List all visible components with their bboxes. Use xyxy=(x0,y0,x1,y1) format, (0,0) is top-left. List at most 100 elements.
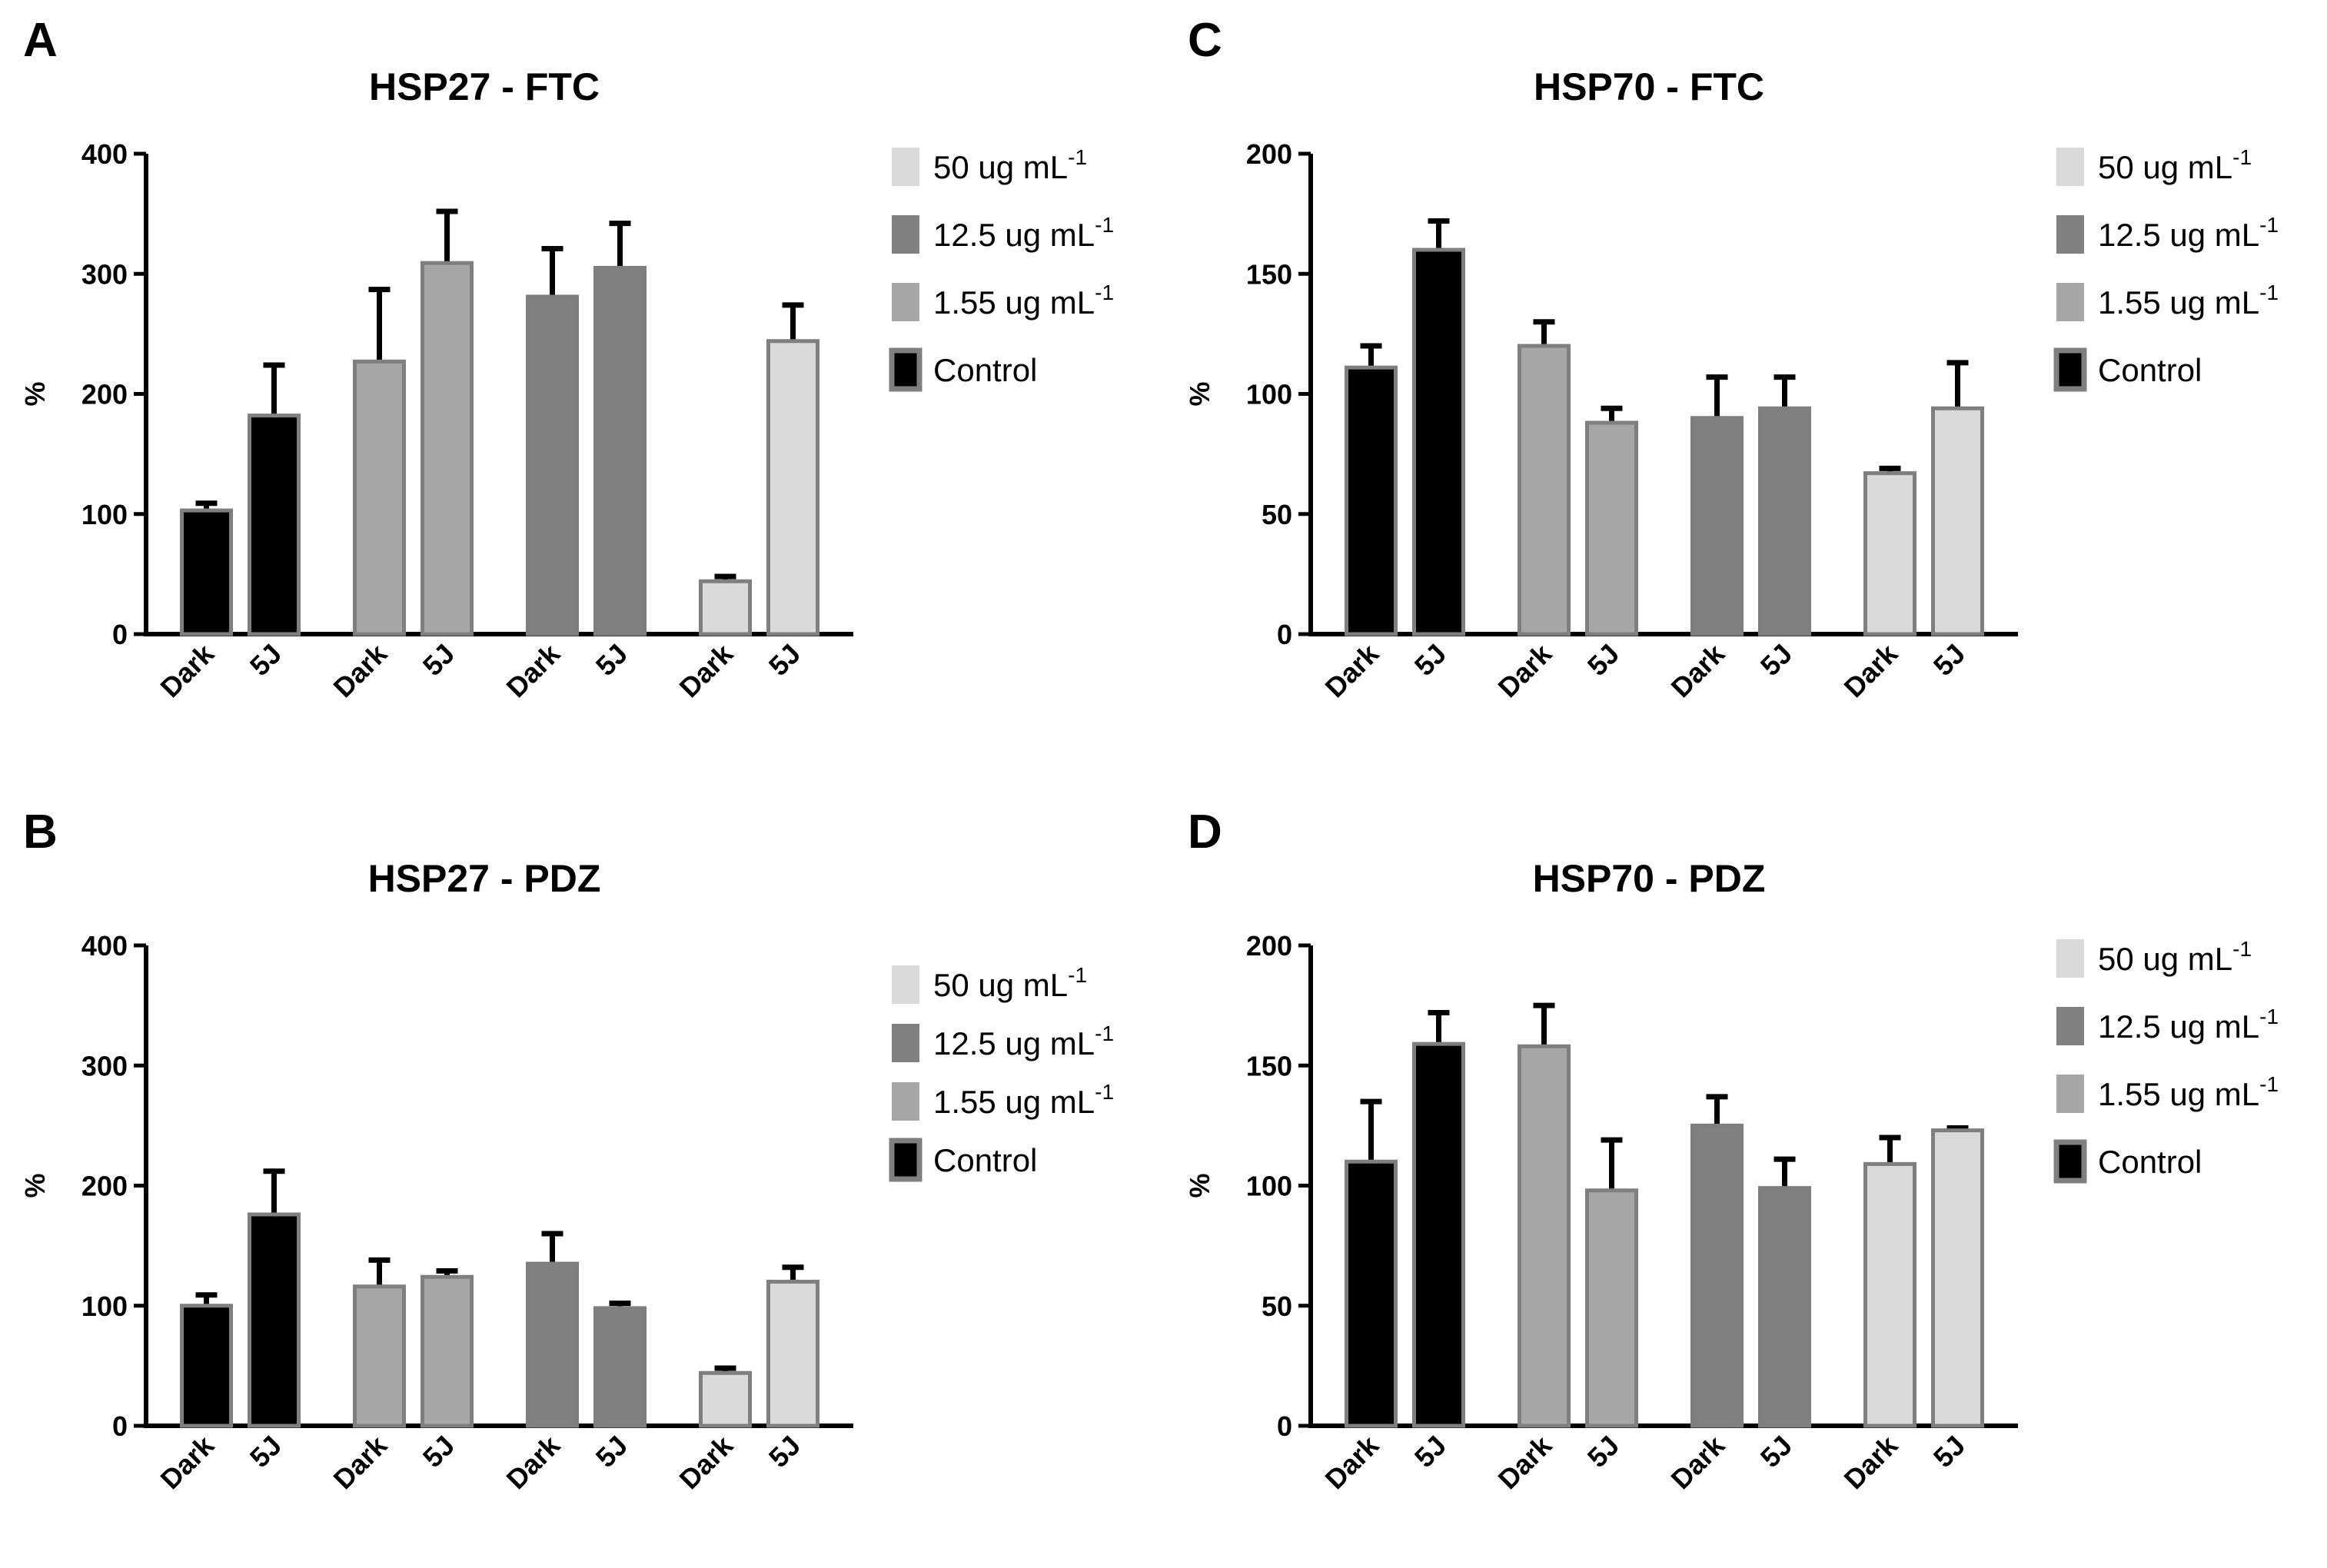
legend-swatch-50-ug-ml xyxy=(2056,939,2084,978)
bar-12-5-ug-ml-1-dark xyxy=(1690,1123,1744,1428)
bar-1-55-ug-ml-1-5j xyxy=(421,261,474,636)
legend-swatch-12-5-ug-ml xyxy=(892,1024,919,1062)
chart-hsp27-pdz: HSP27 - PDZ% 0 100 200 300 400 Dark 5J Dark 5J Dar… xyxy=(19,857,1114,1495)
legend-swatch-control xyxy=(2053,347,2087,392)
y-tick-label: 200 xyxy=(81,1171,128,1202)
legend-swatch-1-55-ug-ml xyxy=(892,283,919,321)
legend-swatch-1-55-ug-ml xyxy=(2056,283,2084,321)
x-tick-label: Dark xyxy=(673,637,740,703)
y-tick-label: 200 xyxy=(81,379,128,410)
y-tick-label: 300 xyxy=(81,1050,128,1081)
bar-control-dark xyxy=(180,1304,233,1428)
x-tick-label: Dark xyxy=(1838,1429,1904,1495)
legend-label-superscript: -1 xyxy=(1068,963,1087,987)
x-tick-label: Dark xyxy=(500,637,567,703)
x-tick-label: 5J xyxy=(244,638,288,682)
x-tick-label: 5J xyxy=(417,1430,460,1473)
x-tick-label: 5J xyxy=(1408,1430,1452,1473)
y-axis-label: % xyxy=(1184,1173,1215,1198)
y-tick-label: 200 xyxy=(1246,138,1292,170)
legend-swatch-control xyxy=(889,347,922,392)
y-tick-label: 400 xyxy=(81,138,128,170)
x-tick-label: Dark xyxy=(500,1429,567,1495)
bar-control-5j xyxy=(1412,1041,1465,1428)
bar-1-55-ug-ml-1-dark xyxy=(353,1284,406,1428)
legend-swatch-control xyxy=(889,1138,922,1182)
panel-letter: A xyxy=(23,14,58,67)
legend-swatch-50-ug-ml xyxy=(2056,148,2084,186)
chart-title: HSP27 - FTC xyxy=(369,65,600,108)
chart-hsp70-ftc: HSP70 - FTC% 0 50 100 150 200 Dark 5J Dark 5J Dark… xyxy=(1184,65,2279,703)
legend-label-control: Control xyxy=(933,352,1037,388)
bar-12-5-ug-ml-1-dark xyxy=(526,1261,579,1428)
bar-control-5j xyxy=(1412,247,1465,636)
bar-12-5-ug-ml-1-dark xyxy=(1690,416,1744,636)
x-tick-label: Dark xyxy=(1665,1429,1731,1495)
y-tick-label: 50 xyxy=(1262,499,1292,530)
legend-label-superscript: -1 xyxy=(1095,1080,1114,1104)
bar-1-55-ug-ml-1-dark xyxy=(1518,1044,1571,1428)
x-tick-label: Dark xyxy=(1319,1429,1385,1495)
x-tick-label: Dark xyxy=(327,1429,394,1495)
bar-control-dark xyxy=(180,508,233,636)
legend-swatch-50-ug-ml xyxy=(892,148,919,186)
legend-label-1-55-ug-ml: 1.55 ug mL-1 xyxy=(2098,1072,2279,1112)
legend-label-50-ug-ml: 50 ug mL-1 xyxy=(2098,937,2252,977)
legend-label-50-ug-ml: 50 ug mL-1 xyxy=(933,145,1087,185)
bar-12-5-ug-ml-1-5j xyxy=(593,265,647,636)
legend-swatch-1-55-ug-ml xyxy=(2056,1075,2084,1113)
legend-label-50-ug-ml: 50 ug mL-1 xyxy=(933,963,1087,1003)
legend-label-50-ug-ml: 50 ug mL-1 xyxy=(2098,145,2252,185)
chart-title: HSP70 - PDZ xyxy=(1533,857,1766,900)
panel-letter: B xyxy=(23,806,58,859)
legend-label-12-5-ug-ml: 12.5 ug mL-1 xyxy=(2098,213,2279,253)
x-tick-label: 5J xyxy=(1927,1430,1971,1473)
legend-label-12-5-ug-ml: 12.5 ug mL-1 xyxy=(2098,1005,2279,1045)
legend-label-superscript: -1 xyxy=(2259,1072,2279,1096)
y-axis-label: % xyxy=(19,381,51,406)
bar-1-55-ug-ml-1-5j xyxy=(1585,420,1638,636)
x-tick-label: 5J xyxy=(1927,638,1971,682)
bar-control-5j xyxy=(248,1212,301,1428)
chart-hsp27-ftc: HSP27 - FTC% 0 100 200 300 400 Dark 5J Dark 5J Dar… xyxy=(19,65,1114,703)
x-tick-label: 5J xyxy=(590,1430,633,1473)
y-axis-label: % xyxy=(19,1173,51,1198)
bar-1-55-ug-ml-1-dark xyxy=(353,359,406,636)
y-tick-label: 0 xyxy=(112,619,128,650)
y-tick-label: 100 xyxy=(81,499,128,530)
x-tick-label: Dark xyxy=(1492,637,1558,703)
legend-swatch-12-5-ug-ml xyxy=(2056,215,2084,254)
y-tick-label: 0 xyxy=(1277,619,1292,650)
legend-label-1-55-ug-ml: 1.55 ug mL-1 xyxy=(933,281,1114,321)
legend-swatch-50-ug-ml xyxy=(892,965,919,1004)
bar-control-5j xyxy=(248,414,301,636)
legend-label-1-55-ug-ml: 1.55 ug mL-1 xyxy=(2098,281,2279,321)
legend-label-superscript: -1 xyxy=(2259,1005,2279,1028)
y-axis-label: % xyxy=(1184,381,1215,406)
chart-title: HSP70 - FTC xyxy=(1534,65,1764,108)
x-tick-label: 5J xyxy=(417,638,460,682)
y-tick-label: 0 xyxy=(1277,1410,1292,1442)
legend-label-superscript: -1 xyxy=(1095,213,1114,237)
legend-label-superscript: -1 xyxy=(1095,1022,1114,1045)
panel-d: D HSP70 - PDZ% 0 50 100 150 200 Dark 5J Dark 5J Da… xyxy=(1165,792,2318,1568)
chart-hsp70-pdz: HSP70 - PDZ% 0 50 100 150 200 Dark 5J Dark 5J Dark… xyxy=(1184,857,2279,1495)
y-tick-label: 0 xyxy=(112,1410,128,1442)
y-tick-label: 400 xyxy=(81,930,128,962)
legend-label-superscript: -1 xyxy=(2259,281,2279,304)
panel-letter: D xyxy=(1188,806,1222,859)
y-tick-label: 100 xyxy=(81,1291,128,1322)
bar-50-ug-ml-1-dark xyxy=(699,1370,752,1428)
legend-label-superscript: -1 xyxy=(2232,937,2252,961)
bar-1-55-ug-ml-1-dark xyxy=(1518,344,1571,636)
bar-1-55-ug-ml-1-5j xyxy=(421,1274,474,1428)
bar-50-ug-ml-1-dark xyxy=(699,579,752,636)
bar-control-dark xyxy=(1345,365,1398,636)
panel-b: B HSP27 - PDZ% 0 100 200 300 400 Dark 5J Dark 5J D… xyxy=(0,792,1153,1568)
legend-label-superscript: -1 xyxy=(2232,145,2252,169)
x-tick-label: 5J xyxy=(590,638,633,682)
bar-control-dark xyxy=(1345,1159,1398,1428)
bar-50-ug-ml-1-5j xyxy=(766,339,819,636)
y-tick-label: 50 xyxy=(1262,1291,1292,1322)
legend-label-superscript: -1 xyxy=(1068,145,1087,169)
